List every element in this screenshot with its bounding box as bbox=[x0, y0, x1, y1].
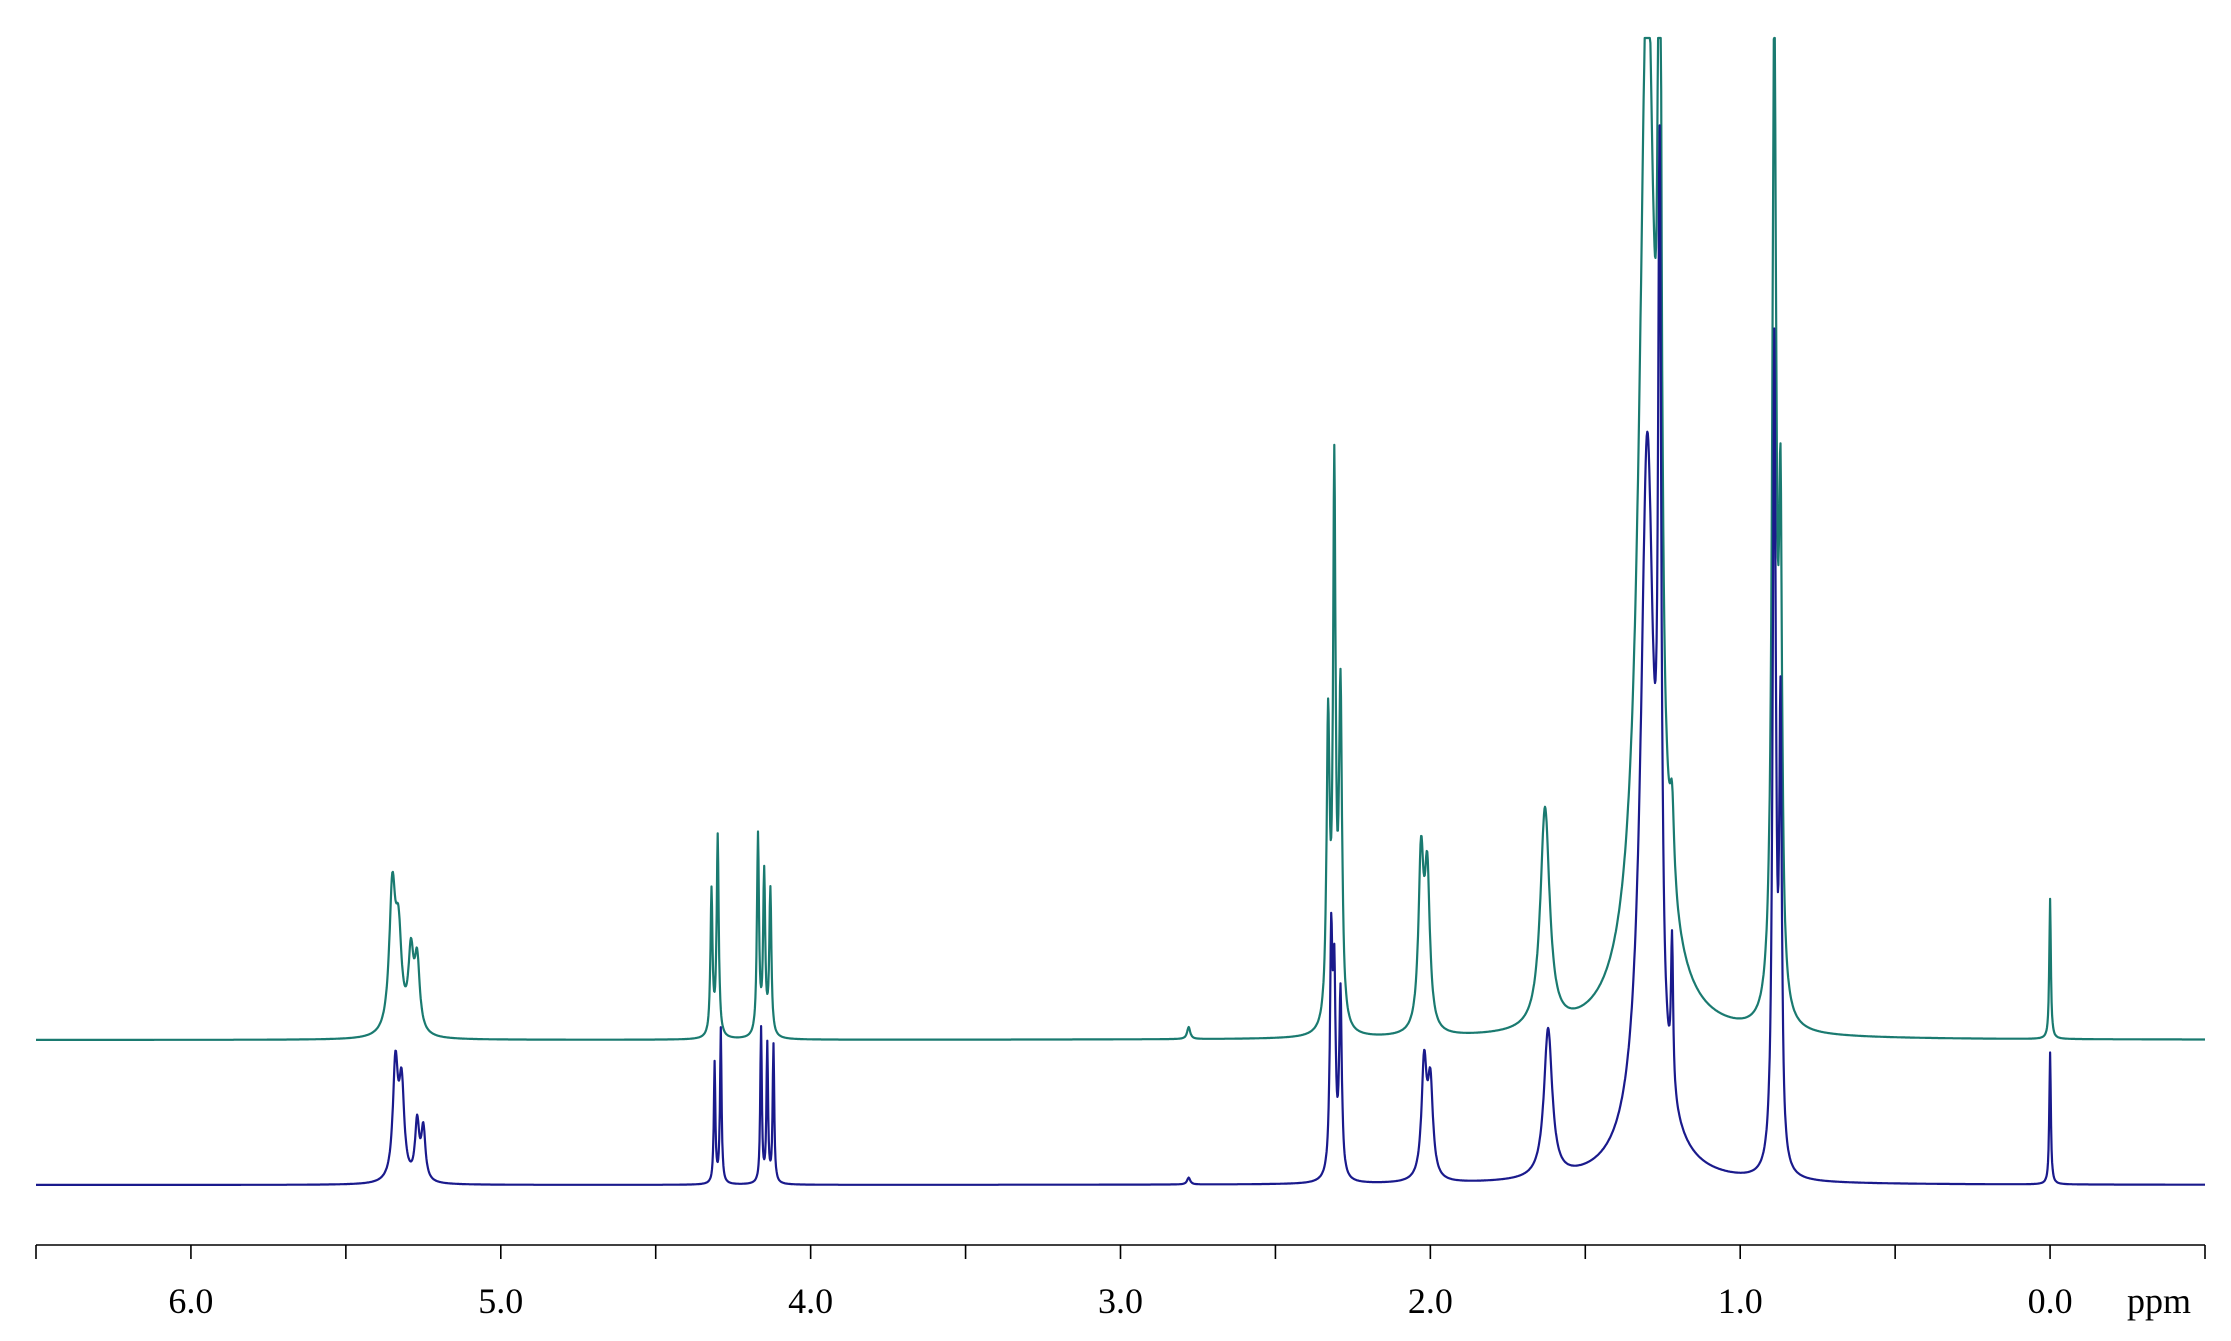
x-axis-tick-label: 5.0 bbox=[478, 1281, 523, 1321]
x-axis-tick-labels: 6.0 5.0 4.0 3.0 2.0 1.0 0.0 bbox=[168, 1281, 2072, 1321]
x-axis-tick-label: 1.0 bbox=[1718, 1281, 1763, 1321]
x-axis-tick-label: 3.0 bbox=[1098, 1281, 1143, 1321]
spectrum-trace-2 bbox=[35, 124, 2206, 1187]
x-axis-tick-label: 2.0 bbox=[1408, 1281, 1453, 1321]
x-axis-ticks bbox=[35, 1245, 2206, 1259]
spectrum-trace-1 bbox=[35, 36, 2206, 1042]
x-axis-tick-label: 0.0 bbox=[2028, 1281, 2073, 1321]
x-axis-tick-label: 4.0 bbox=[788, 1281, 833, 1321]
x-axis: 6.0 5.0 4.0 3.0 2.0 1.0 0.0 ppm bbox=[35, 1244, 2206, 1321]
spectra-group bbox=[35, 36, 2206, 1187]
x-axis-tick-label: 6.0 bbox=[168, 1281, 213, 1321]
x-axis-unit-label: ppm bbox=[2127, 1281, 2191, 1321]
